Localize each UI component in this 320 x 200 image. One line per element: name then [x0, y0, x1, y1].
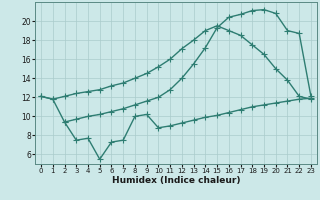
X-axis label: Humidex (Indice chaleur): Humidex (Indice chaleur) [112, 176, 240, 185]
